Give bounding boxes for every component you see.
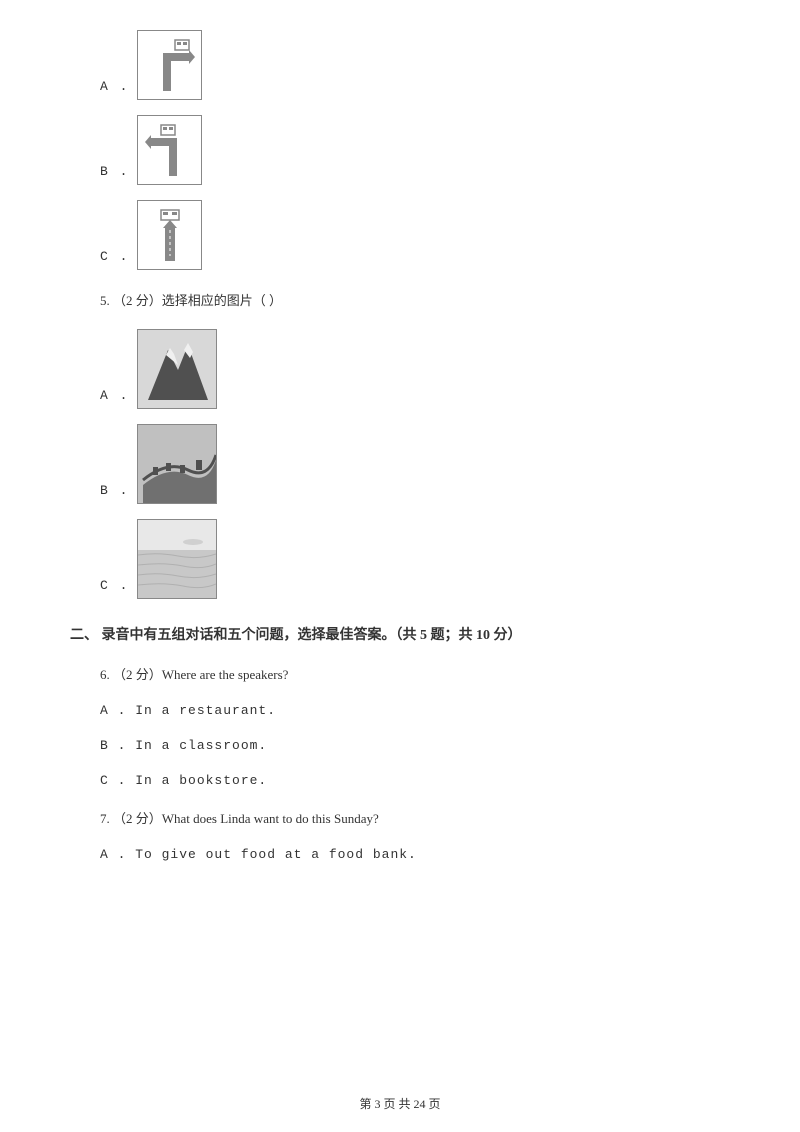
turn-right-icon xyxy=(145,38,195,93)
question-7: 7. （2 分）What does Linda want to do this … xyxy=(100,808,730,827)
scene-label-c: C . xyxy=(100,578,129,599)
option-a-direction[interactable]: A . xyxy=(100,30,730,100)
q6-option-c[interactable]: C . In a bookstore. xyxy=(100,773,730,788)
option-c-direction[interactable]: C . xyxy=(100,200,730,270)
desert-icon xyxy=(138,520,216,598)
option-label-b: B . xyxy=(100,164,129,185)
scene-label-a: A . xyxy=(100,388,129,409)
q6-option-a[interactable]: A . In a restaurant. xyxy=(100,703,730,718)
mountain-icon xyxy=(138,330,216,408)
option-b-direction[interactable]: B . xyxy=(100,115,730,185)
scene-label-b: B . xyxy=(100,483,129,504)
option-b-scene[interactable]: B . xyxy=(100,424,730,504)
q7-option-a[interactable]: A . To give out food at a food bank. xyxy=(100,847,730,862)
question-5: 5. （2 分）选择相应的图片（ ） xyxy=(100,290,730,309)
turn-left-icon xyxy=(145,123,195,178)
scene-image-b xyxy=(137,424,217,504)
section-2-header: 二、 录音中有五组对话和五个问题，选择最佳答案。（共 5 题；共 10 分） xyxy=(70,624,730,644)
direction-image-b xyxy=(137,115,202,185)
direction-image-a xyxy=(137,30,202,100)
scene-image-c xyxy=(137,519,217,599)
option-c-scene[interactable]: C . xyxy=(100,519,730,599)
straight-icon xyxy=(145,208,195,263)
option-label-a: A . xyxy=(100,79,129,100)
question-6: 6. （2 分）Where are the speakers? xyxy=(100,664,730,683)
great-wall-icon xyxy=(138,425,216,503)
q6-option-b[interactable]: B . In a classroom. xyxy=(100,738,730,753)
scene-image-a xyxy=(137,329,217,409)
option-label-c: C . xyxy=(100,249,129,270)
direction-image-c xyxy=(137,200,202,270)
page-footer: 第 3 页 共 24 页 xyxy=(0,1095,800,1112)
option-a-scene[interactable]: A . xyxy=(100,329,730,409)
